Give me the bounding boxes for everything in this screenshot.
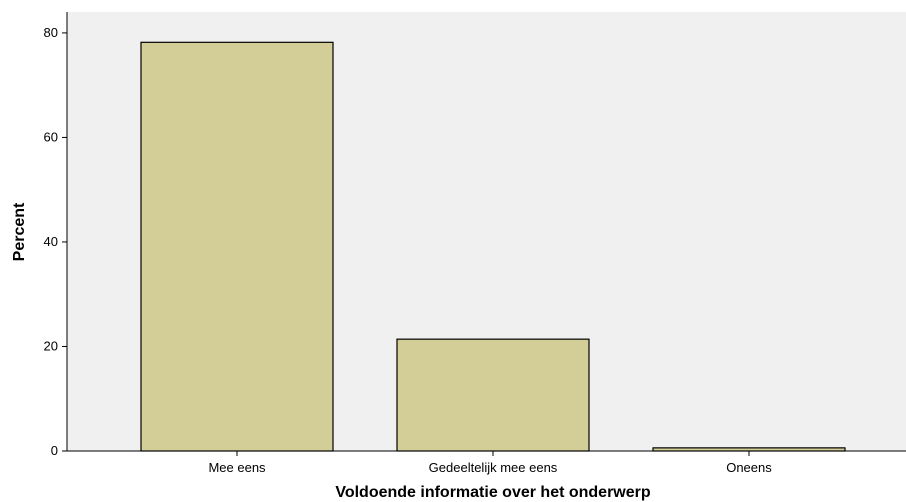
y-tick-label: 80 xyxy=(44,25,58,40)
y-axis-title: Percent xyxy=(11,202,28,261)
x-ticks-group: Mee eens Gedeeltelijk mee eens Oneens xyxy=(208,451,772,475)
y-ticks-group: 0 20 40 60 80 xyxy=(44,25,67,458)
x-tick-label: Gedeeltelijk mee eens xyxy=(429,460,558,475)
x-tick-label: Oneens xyxy=(726,460,772,475)
y-tick-label: 60 xyxy=(44,129,58,144)
bars-group xyxy=(140,41,846,452)
x-tick-label: Mee eens xyxy=(208,460,266,475)
y-tick-label: 0 xyxy=(51,443,58,458)
bar-gedeeltelijk-mee-eens xyxy=(396,338,590,452)
y-tick-label: 40 xyxy=(44,234,58,249)
x-axis-title: Voldoende informatie over het onderwerp xyxy=(335,484,651,501)
y-tick-label: 20 xyxy=(44,338,58,353)
bar-mee-eens xyxy=(140,41,334,452)
